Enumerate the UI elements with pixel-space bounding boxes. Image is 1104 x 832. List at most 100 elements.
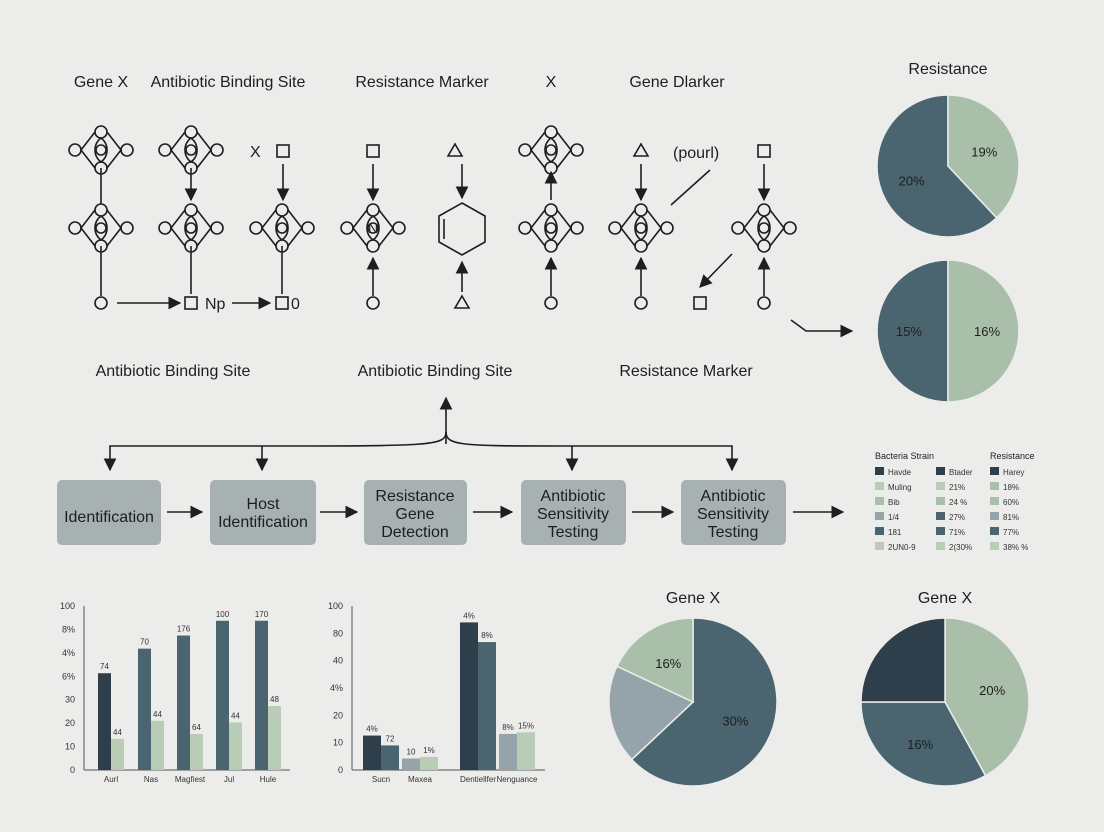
legend-cell: 24 % [949,498,967,507]
flow-step-label: Resistance [375,488,454,505]
y-tick-label: 40 [333,656,343,666]
legend-cell: 38% % [1003,543,1028,552]
bar-value-label: 10 [407,748,416,757]
x-tick-label: Magfiest [175,775,206,784]
molecule-icon [731,203,797,253]
flow-step-label: Sensitivity [697,506,769,523]
bar [460,622,478,770]
bar-value-label: 170 [255,610,269,619]
y-tick-label: 100 [328,601,343,611]
legend-swatch [936,482,945,490]
bar-value-label: 1% [423,746,435,755]
molecule-icon [68,203,134,253]
label-zero: 0 [291,296,300,313]
bar-value-label: 44 [153,710,162,719]
pie-chart-gene-x-right: 20% 16% Gene X [860,590,1030,787]
flow-step-box [210,480,316,545]
bar [381,745,399,770]
legend-cell: Bib [888,498,900,507]
x-tick-label: Dentiellfer [460,775,496,784]
node-circle-icon [634,296,648,310]
legend-swatch [936,467,945,475]
pie-slice [947,259,1020,403]
molecule-icon [68,125,134,175]
y-tick-label: 0 [338,765,343,775]
triangle-icon [446,142,464,157]
legend-cell: Btader [949,468,973,477]
legend-swatch [875,497,884,505]
flow-step-label: Testing [548,524,599,541]
legend-cell: 1/4 [888,513,900,522]
flow-step-box [521,480,626,545]
x-tick-label: Sucn [372,775,390,784]
bar [216,620,229,770]
flow-step-label: Detection [381,524,449,541]
flow-step-box [57,480,161,545]
legend-swatch [875,542,884,550]
label-resistance-marker-2: Resistance Marker [619,363,753,380]
bar-value-label: 72 [386,734,395,743]
bar [478,642,496,770]
legend-header-strain: Bacteria Strain [875,451,934,461]
flow-step-label: Testing [708,524,759,541]
bar [111,738,124,770]
hexagon-ring-icon [438,202,486,256]
flow-step-label: Host [247,496,280,513]
legend-swatch [990,542,999,550]
pie-slice-label: 30% [722,713,748,728]
y-tick-label: 0 [70,765,75,775]
y-tick-label: 10 [333,738,343,748]
molecule-icon [158,125,224,175]
bar-value-label: 44 [231,711,240,720]
pie-title: Resistance [908,61,987,78]
bar-value-label: 8% [502,723,514,732]
arrow [699,253,733,288]
bar-chart-left: 0 10 20 30 6% 4% 8% 100 74 44 Aurl 70 44 Nas 176 64 Magf… [60,601,290,784]
legend-cell: 181 [888,528,902,537]
legend-cell: 2UN0-9 [888,543,916,552]
bar [499,733,517,770]
molecule-icon [608,203,674,253]
legend-cell: Havde [888,468,912,477]
molecule-icon [158,203,224,253]
bar [363,735,381,770]
node-circle-icon [757,296,771,310]
bar-value-label: 176 [177,625,191,634]
pie-slice [876,94,998,238]
square-icon [693,296,707,310]
square-icon [184,296,198,310]
bar-value-label: 48 [270,695,279,704]
pie-slice-label: 20% [979,683,1005,698]
x-tick-label: Nenguance [497,775,538,784]
legend-swatch [990,497,999,505]
legend-swatch [875,482,884,490]
legend-cell: 71% [949,528,965,537]
label-binding-site-1: Antibiotic Binding Site [96,363,251,380]
branch-arrow [255,431,447,472]
arrow-to-pie [790,319,854,338]
flow-step-label: Sensitivity [537,506,609,523]
branch-arrow [572,445,739,472]
branch-arrow [103,445,262,472]
y-tick-label: 8% [62,624,75,634]
bar-value-label: 70 [140,638,149,647]
pie-slice [860,701,987,787]
legend-cell: 60% [1003,498,1019,507]
legend-cell: 27% [949,513,965,522]
label-x-mark: X [250,144,261,161]
square-icon [366,144,380,158]
pie-chart-gene-x-left: 30% 16% Gene X [608,590,778,787]
bar-value-label: 64 [192,723,201,732]
legend-swatch [936,527,945,535]
legend-cell: 2(30% [949,543,972,552]
x-tick-label: Hule [260,775,277,784]
pie-slice [944,617,1030,777]
pie-slice-label: 20% [899,173,925,188]
flow-step-label: Identification [64,509,154,526]
y-tick-label: 20 [333,710,343,720]
y-tick-label: 10 [65,742,75,752]
molecule-icon [518,203,584,253]
label-binding-site-2: Antibiotic Binding Site [358,363,513,380]
legend-cell: 81% [1003,513,1019,522]
y-tick-label: 20 [65,718,75,728]
